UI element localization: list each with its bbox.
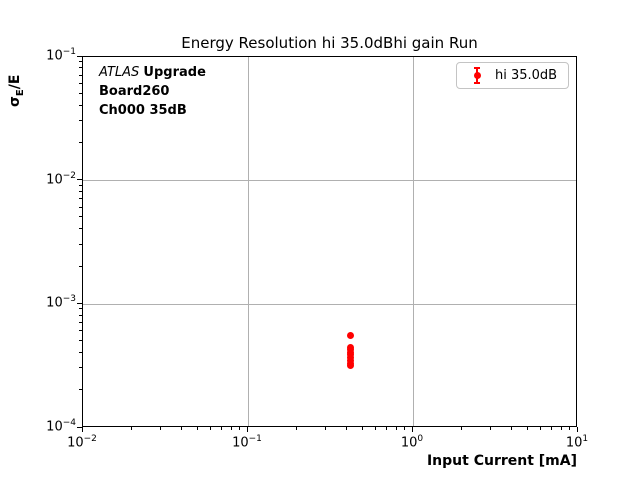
x-minor-tick <box>461 427 463 430</box>
experiment-name: ATLAS <box>99 65 140 80</box>
y-minor-tick <box>79 191 82 193</box>
legend-entry-label: hi 35.0dB <box>495 68 558 83</box>
y-minor-tick <box>79 120 82 122</box>
plot-area: ATLAS Upgrade Board260 Ch000 35dB hi 35.… <box>82 56 577 427</box>
x-minor-tick <box>510 427 512 430</box>
x-minor-tick <box>568 427 570 430</box>
x-minor-tick <box>180 427 182 430</box>
x-minor-tick <box>403 427 405 430</box>
ylabel-symbol: σ <box>7 96 23 107</box>
y-minor-tick <box>79 367 82 369</box>
y-minor-tick <box>79 82 82 84</box>
x-minor-tick <box>325 427 327 430</box>
y-gridline <box>83 303 576 305</box>
y-minor-tick <box>79 321 82 323</box>
x-minor-tick <box>395 427 397 430</box>
y-minor-tick <box>79 340 82 342</box>
errorbar-marker-icon <box>470 67 484 84</box>
chart-title: Energy Resolution hi 35.0dBhi gain Run <box>181 34 478 52</box>
x-minor-tick <box>220 427 222 430</box>
program-name: Upgrade <box>143 65 206 80</box>
x-major-tick <box>411 427 413 432</box>
x-minor-tick <box>374 427 376 430</box>
annotation-line-3: Ch000 35dB <box>99 103 187 118</box>
y-tick-label: 10−3 <box>46 294 76 311</box>
x-minor-tick <box>526 427 528 430</box>
annotation-line-2: Board260 <box>99 84 170 99</box>
x-gridline <box>247 57 249 426</box>
x-minor-tick <box>361 427 363 430</box>
x-major-tick <box>81 427 83 432</box>
x-minor-tick <box>296 427 298 430</box>
x-minor-tick <box>539 427 541 430</box>
ylabel-suffix: /E <box>7 74 23 90</box>
x-minor-tick <box>238 427 240 430</box>
x-axis-label: Input Current [mA] <box>426 453 577 469</box>
x-minor-tick <box>160 427 162 430</box>
x-minor-tick <box>345 427 347 430</box>
y-minor-tick <box>79 206 82 208</box>
y-minor-tick <box>79 141 82 143</box>
x-minor-tick <box>230 427 232 430</box>
legend: hi 35.0dB <box>456 62 569 89</box>
x-tick-label: 101 <box>565 434 589 451</box>
y-minor-tick <box>79 243 82 245</box>
y-minor-tick <box>79 228 82 230</box>
x-minor-tick <box>560 427 562 430</box>
x-minor-tick <box>209 427 211 430</box>
x-tick-label: 10−1 <box>232 434 262 451</box>
x-minor-tick <box>490 427 492 430</box>
y-minor-tick <box>79 265 82 267</box>
y-major-tick <box>77 55 82 57</box>
x-minor-tick <box>385 427 387 430</box>
y-minor-tick <box>79 104 82 106</box>
y-minor-tick <box>79 389 82 391</box>
data-point <box>347 331 355 339</box>
y-minor-tick <box>79 74 82 76</box>
annotation-block: ATLAS Upgrade Board260 Ch000 35dB <box>99 63 206 120</box>
y-tick-label: 10−1 <box>46 47 76 64</box>
x-minor-tick <box>131 427 133 430</box>
y-minor-tick <box>79 61 82 63</box>
y-major-tick <box>77 426 82 428</box>
y-minor-tick <box>79 330 82 332</box>
y-major-tick <box>77 302 82 304</box>
y-minor-tick <box>79 308 82 310</box>
y-tick-label: 10−2 <box>46 170 76 187</box>
y-minor-tick <box>79 198 82 200</box>
errorbar-dot <box>473 72 481 79</box>
y-gridline <box>83 180 576 182</box>
y-minor-tick <box>79 67 82 69</box>
y-minor-tick <box>79 352 82 354</box>
errorbar-cap-bottom <box>474 82 480 84</box>
y-minor-tick <box>79 314 82 316</box>
x-tick-label: 100 <box>400 434 424 451</box>
x-minor-tick <box>550 427 552 430</box>
y-major-tick <box>77 179 82 181</box>
x-major-tick <box>246 427 248 432</box>
y-minor-tick <box>79 184 82 186</box>
x-minor-tick <box>196 427 198 430</box>
x-gridline <box>412 57 414 426</box>
data-point <box>347 362 355 370</box>
ylabel-subscript: E <box>14 89 26 97</box>
y-minor-tick <box>79 216 82 218</box>
x-major-tick <box>576 427 578 432</box>
y-tick-label: 10−4 <box>46 418 76 435</box>
y-minor-tick <box>79 92 82 94</box>
annotation-line-1: ATLAS Upgrade <box>99 63 206 82</box>
x-tick-label: 10−2 <box>67 434 97 451</box>
y-axis-label: σE/E <box>7 75 26 107</box>
